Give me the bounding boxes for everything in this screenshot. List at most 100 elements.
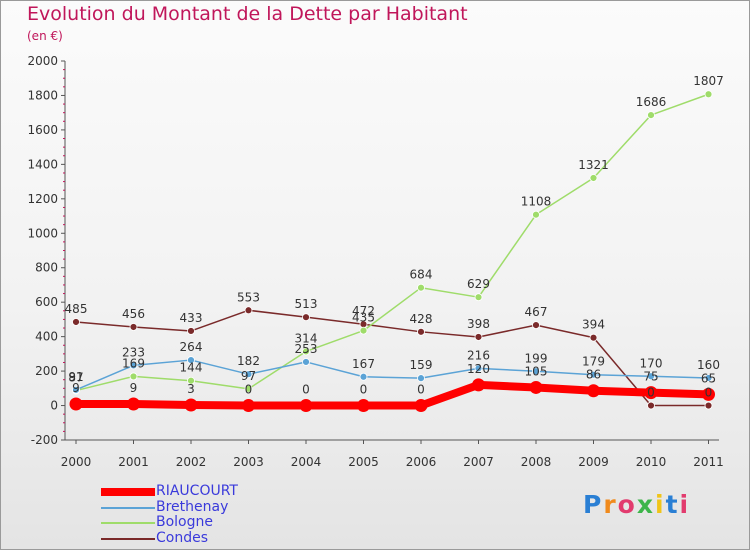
data-point-riaucourt xyxy=(184,398,198,412)
legend-label-riaucourt: RIAUCOURT xyxy=(156,483,238,499)
data-point-condes xyxy=(704,401,713,410)
data-point-condes xyxy=(474,333,483,341)
proxiti-logo: Proxiti xyxy=(583,490,690,519)
logo-letter: i xyxy=(655,490,666,519)
legend-swatch-bologne xyxy=(101,522,155,524)
logo-letter: i xyxy=(679,490,691,519)
data-label-riaucourt: 120 xyxy=(467,362,490,376)
legend-label-condes: Condes xyxy=(156,529,209,546)
data-label-brethenay: 179 xyxy=(582,355,605,369)
data-label-bologne: 435 xyxy=(352,311,375,325)
x-tick-label: 2007 xyxy=(463,455,494,469)
data-label-bologne: 97 xyxy=(241,369,256,383)
data-label-condes: 456 xyxy=(122,307,145,321)
data-label-condes: 428 xyxy=(410,312,433,326)
y-tick-label: 200 xyxy=(35,364,58,378)
y-tick-label: -200 xyxy=(31,433,58,447)
logo-letter: o xyxy=(617,490,637,519)
data-label-riaucourt: 86 xyxy=(586,368,601,382)
data-label-bologne: 144 xyxy=(180,361,203,375)
legend-label-bologne: Bologne xyxy=(156,514,213,530)
data-point-brethenay xyxy=(589,370,598,379)
data-label-condes: 472 xyxy=(352,304,375,318)
y-tick-label: 1600 xyxy=(27,123,58,137)
data-point-bologne xyxy=(417,283,425,292)
data-label-brethenay: 182 xyxy=(237,354,260,368)
data-label-riaucourt: 0 xyxy=(245,383,253,397)
data-point-condes xyxy=(187,327,195,335)
x-tick-label: 2006 xyxy=(406,455,437,469)
y-tick-label: 1400 xyxy=(27,157,58,171)
data-label-condes: 513 xyxy=(295,297,318,311)
data-label-condes: 0 xyxy=(647,386,655,400)
data-point-bologne xyxy=(704,90,713,99)
data-label-riaucourt: 0 xyxy=(302,383,310,397)
data-label-brethenay: 199 xyxy=(525,351,548,365)
y-tick-label: 1800 xyxy=(27,88,58,102)
logo-letter: P xyxy=(583,490,604,519)
x-tick-label: 2005 xyxy=(348,455,379,469)
x-tick-label: 2004 xyxy=(291,455,322,469)
series-line-bologne xyxy=(75,93,709,392)
series-bologne xyxy=(72,90,713,395)
y-tick-label: 800 xyxy=(35,261,58,275)
y-tick-label: 600 xyxy=(35,295,58,309)
data-point-riaucourt xyxy=(357,399,370,413)
data-label-bologne: 629 xyxy=(467,277,490,291)
data-label-brethenay: 264 xyxy=(180,340,203,354)
data-point-bologne xyxy=(474,293,483,302)
data-point-riaucourt xyxy=(242,399,255,413)
data-label-brethenay: 216 xyxy=(467,348,490,362)
series-riaucourt xyxy=(69,378,715,413)
data-point-condes xyxy=(532,321,540,329)
legend-label-brethenay: Brethenay xyxy=(156,498,229,515)
data-label-condes: 0 xyxy=(705,386,713,400)
data-label-bologne: 169 xyxy=(122,356,145,370)
data-label-riaucourt: 65 xyxy=(701,371,716,385)
data-point-bologne xyxy=(359,326,368,335)
x-tick-label: 2002 xyxy=(176,455,207,469)
data-label-bologne: 684 xyxy=(410,268,433,282)
data-point-brethenay xyxy=(417,374,425,383)
data-point-brethenay xyxy=(244,370,253,379)
data-point-riaucourt xyxy=(529,380,543,394)
legend-swatch-condes xyxy=(101,537,155,540)
x-tick-label: 2001 xyxy=(118,455,149,469)
data-label-riaucourt: 75 xyxy=(643,370,658,384)
logo-letter: r xyxy=(603,490,618,519)
data-point-condes xyxy=(647,401,655,410)
data-label-bologne: 87 xyxy=(68,371,83,385)
data-point-bologne xyxy=(589,174,598,182)
y-tick-label: 0 xyxy=(50,399,58,413)
data-label-condes: 467 xyxy=(525,305,548,319)
x-tick-label: 2010 xyxy=(636,455,667,469)
data-point-brethenay xyxy=(302,358,310,366)
data-point-condes xyxy=(129,323,138,331)
legend-swatch-brethenay xyxy=(101,506,155,509)
data-point-riaucourt xyxy=(644,386,658,400)
data-point-riaucourt xyxy=(127,397,140,411)
data-label-condes: 553 xyxy=(237,290,260,304)
data-point-bologne xyxy=(244,384,253,393)
data-point-brethenay xyxy=(187,356,195,364)
data-point-bologne xyxy=(129,372,138,381)
logo-letter: t xyxy=(665,490,680,519)
data-label-riaucourt: 105 xyxy=(525,364,548,378)
series-line-riaucourt xyxy=(76,380,709,410)
data-point-brethenay xyxy=(72,385,80,394)
data-label-riaucourt: 9 xyxy=(72,381,80,395)
data-point-bologne xyxy=(647,111,655,119)
data-point-riaucourt xyxy=(69,397,83,411)
data-label-riaucourt: 0 xyxy=(360,383,368,397)
logo-letter: x xyxy=(636,490,655,519)
data-label-brethenay: 170 xyxy=(640,356,663,370)
series-brethenay xyxy=(72,356,713,394)
data-point-brethenay xyxy=(474,364,483,373)
data-point-bologne xyxy=(187,376,195,385)
x-tick-label: 2009 xyxy=(578,455,609,469)
data-label-brethenay: 159 xyxy=(410,358,433,372)
data-point-brethenay xyxy=(647,372,655,381)
data-point-riaucourt xyxy=(587,384,600,398)
